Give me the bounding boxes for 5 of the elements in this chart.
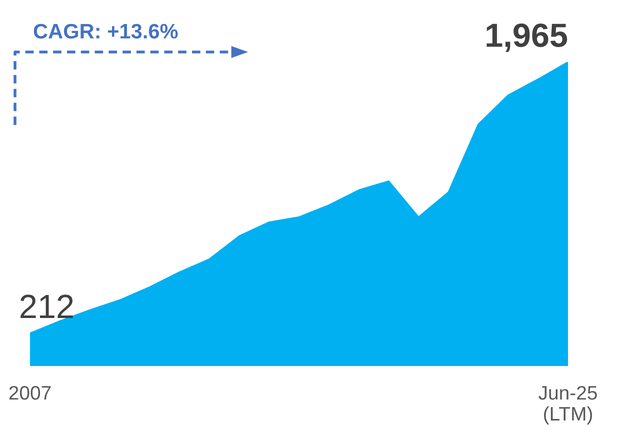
x-tick-label: 2007 [9,386,51,400]
x-tick-label: Jun-25 (LTM) [538,386,597,425]
data-label: 1,965 [486,23,568,52]
text: CAGR: +13.6% [34,24,178,39]
data-label: 212 [20,294,73,318]
